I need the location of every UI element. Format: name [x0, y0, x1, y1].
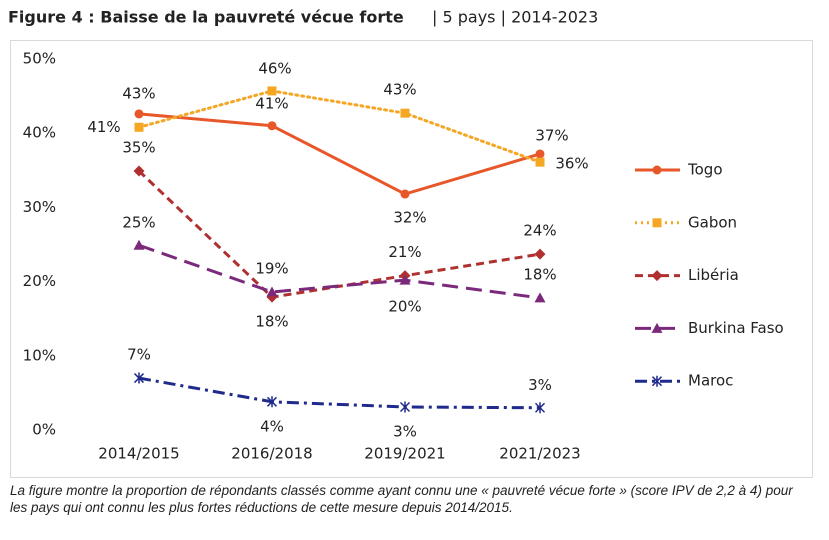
data-label: 25% — [122, 214, 155, 232]
legend-label: Maroc — [688, 372, 733, 390]
legend-marker — [652, 165, 662, 175]
point — [535, 149, 545, 159]
point — [267, 121, 277, 131]
x-tick-label: 2016/2018 — [231, 445, 312, 463]
point — [535, 157, 545, 167]
point — [133, 372, 145, 384]
data-label: 36% — [555, 155, 588, 173]
point — [267, 86, 277, 96]
point — [133, 165, 145, 177]
data-label: 3% — [528, 376, 552, 394]
legend-marker — [651, 270, 663, 282]
data-label: 43% — [383, 81, 416, 99]
x-tick-label: 2021/2023 — [499, 445, 580, 463]
x-tick-label: 2019/2021 — [364, 445, 445, 463]
chart-title: Figure 4 : Baisse de la pauvreté vécue f… — [8, 8, 404, 27]
legend-label: Togo — [687, 161, 723, 179]
data-label: 18% — [523, 265, 556, 283]
series-line — [138, 243, 541, 300]
point — [134, 109, 144, 119]
data-label: 41% — [87, 118, 120, 136]
data-label: 3% — [393, 422, 417, 440]
y-tick-label: 0% — [32, 421, 56, 439]
data-label: 20% — [388, 298, 421, 316]
point — [134, 122, 144, 132]
x-tick-label: 2014/2015 — [98, 445, 179, 463]
data-label: 7% — [127, 346, 151, 364]
point — [534, 402, 546, 414]
point — [399, 274, 411, 285]
chart-frame — [10, 40, 813, 478]
point — [266, 396, 278, 408]
chart-note: La figure montre la proportion de répond… — [10, 483, 793, 515]
legend-label: Burkina Faso — [688, 319, 784, 337]
legend-marker — [652, 218, 662, 228]
data-label: 24% — [523, 222, 556, 240]
chart: Figure 4 : Baisse de la pauvreté vécue f… — [8, 8, 813, 478]
point — [133, 239, 145, 250]
y-tick-label: 30% — [23, 198, 56, 216]
legend-marker — [651, 375, 663, 387]
legend-marker — [651, 322, 663, 333]
point — [266, 286, 278, 297]
y-tick-label: 40% — [23, 124, 56, 142]
legend-label: Libéria — [688, 266, 739, 284]
data-label: 4% — [260, 417, 284, 435]
data-label: 41% — [255, 94, 288, 112]
data-label: 32% — [393, 209, 426, 227]
y-tick-label: 10% — [23, 346, 56, 364]
series-line — [137, 169, 541, 299]
point — [534, 292, 546, 303]
series-line — [138, 112, 541, 196]
data-label: 19% — [255, 259, 288, 277]
data-label: 46% — [258, 59, 291, 77]
y-tick-label: 50% — [23, 50, 56, 68]
data-label: 43% — [122, 84, 155, 102]
y-tick-label: 20% — [23, 272, 56, 290]
data-label: 21% — [388, 243, 421, 261]
series-line — [138, 376, 541, 410]
series-line — [137, 89, 542, 164]
legend-label: Gabon — [688, 213, 737, 231]
point — [534, 248, 546, 260]
point — [400, 189, 410, 199]
chart-subtitle: | 5 pays | 2014-2023 — [432, 8, 598, 27]
data-label: 37% — [535, 126, 568, 144]
data-label: 35% — [122, 139, 155, 157]
data-label: 18% — [255, 313, 288, 331]
point — [400, 108, 410, 118]
point — [399, 401, 411, 413]
